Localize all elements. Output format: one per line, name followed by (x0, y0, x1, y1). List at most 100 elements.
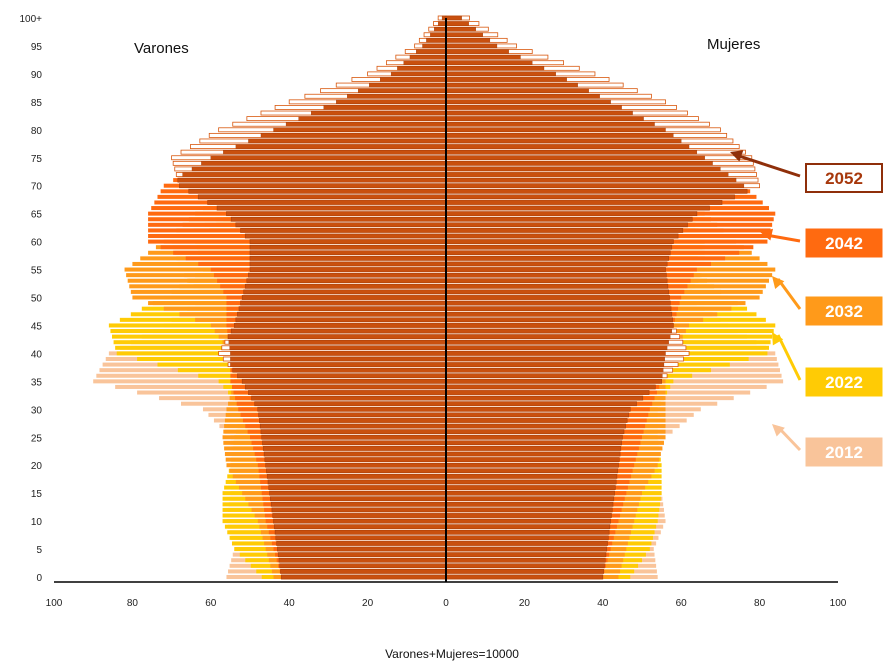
bar-mujeres-2052-core-age-39 (445, 356, 665, 362)
bar-varones-2052-core-age-57 (249, 256, 447, 261)
mujeres-label: Mujeres (707, 36, 760, 53)
bar-varones-2052-core-age-28 (259, 418, 447, 423)
bar-varones-2052-core-age-5 (277, 546, 447, 552)
bar-varones-2052-core-age-19 (266, 468, 447, 473)
bar-mujeres-2052-core-age-79 (445, 133, 674, 138)
bar-varones-2052-core-age-45 (234, 323, 447, 328)
bar-mujeres-2052-core-age-19 (445, 468, 618, 473)
bar-varones-2052-core-age-23 (263, 446, 447, 451)
bar-mujeres-2052-core-age-77 (445, 144, 690, 149)
y-tick-label: 5 (36, 545, 42, 556)
bar-varones-2052-core-age-70 (179, 183, 447, 188)
bar-varones-2052-core-age-73 (191, 166, 447, 172)
bar-varones-2052-core-age-80 (273, 127, 447, 132)
bar-varones-2052-core-age-8 (274, 530, 447, 535)
bar-varones-2052-core-age-83 (311, 110, 447, 116)
bar-mujeres-2052-core-age-4 (445, 552, 607, 557)
bar-varones-2052-core-age-99 (438, 21, 447, 26)
bar-varones-2052-core-age-66 (216, 205, 447, 211)
bar-mujeres-2052-core-age-54 (445, 272, 667, 278)
bar-mujeres-2052-core-age-94 (445, 49, 509, 54)
bar-varones-2052-core-age-3 (278, 558, 447, 563)
bar-varones-2052-core-age-35 (242, 379, 447, 384)
bar-mujeres-2052-core-age-61 (445, 233, 679, 239)
bar-mujeres-2052-core-age-78 (445, 138, 682, 144)
bar-varones-2052-core-age-54 (248, 272, 447, 278)
bar-varones-2052-core-age-26 (260, 429, 447, 434)
bar-mujeres-2052-core-age-69 (445, 189, 748, 194)
y-tick-label: 30 (31, 405, 43, 416)
bar-varones-2052-core-age-89 (379, 77, 447, 82)
bar-mujeres-2052-core-age-27 (445, 423, 626, 429)
bar-mujeres-2052-core-age-40 (445, 351, 666, 356)
bar-varones-2052-core-age-13 (271, 502, 447, 507)
bars-layer (93, 15, 784, 580)
varones-label: Varones (134, 40, 189, 57)
legend-label-2012: 2012 (825, 443, 863, 462)
bar-mujeres-2052-core-age-50 (445, 295, 670, 300)
legend-box-2052 (805, 163, 883, 193)
legend: 2052 2042 2032 2022 2012 (730, 150, 883, 467)
bar-mujeres-2052-core-age-14 (445, 496, 614, 501)
y-tick-label: 90 (31, 70, 43, 81)
x-tick-label: 0 (443, 598, 449, 609)
bar-mujeres-2052-core-age-34 (445, 384, 656, 390)
bar-varones-2052-core-age-15 (269, 490, 447, 496)
bar-mujeres-2052-core-age-51 (445, 289, 669, 295)
bar-varones-2052-core-age-39 (230, 356, 447, 362)
bar-mujeres-2052-core-age-10 (445, 518, 611, 524)
y-tick-label: 55 (31, 266, 43, 277)
bar-varones-2052-core-age-95 (422, 43, 447, 49)
bar-varones-2052-core-age-61 (245, 233, 447, 239)
y-tick-label: 10 (31, 517, 43, 528)
bar-varones-2052-core-age-20 (265, 463, 447, 468)
bar-varones-2052-core-age-24 (262, 440, 447, 446)
legend-arrow-2052 (735, 153, 801, 178)
y-tick-label: 70 (31, 182, 43, 193)
bar-mujeres-2052-core-age-65 (445, 211, 698, 216)
bar-mujeres-2052-core-age-80 (445, 127, 666, 132)
legend-box-2042 (805, 228, 883, 258)
bar-mujeres-2052-core-age-42 (445, 340, 669, 345)
bar-mujeres-2052-core-age-30 (445, 407, 631, 412)
bar-mujeres-2052-core-age-28 (445, 418, 628, 423)
bar-varones-2052-core-age-29 (258, 412, 447, 418)
bar-mujeres-2052-core-age-98 (445, 27, 476, 32)
bar-mujeres-2052-core-age-49 (445, 300, 671, 306)
bar-varones-2052-core-age-58 (249, 250, 447, 255)
legend-item-2032: 2032 (772, 276, 883, 326)
bar-varones-2052-core-age-0 (281, 574, 447, 580)
bar-varones-2052-core-age-86 (347, 94, 447, 99)
legend-label-2042: 2042 (825, 234, 863, 253)
bar-varones-2052-core-age-18 (267, 474, 447, 479)
axes-layer (54, 18, 838, 583)
bar-varones-2052-core-age-52 (245, 284, 447, 289)
bar-varones-2052-core-age-43 (227, 334, 447, 339)
bar-mujeres-2052-core-age-44 (445, 328, 672, 334)
bar-varones-2052-core-age-16 (268, 485, 447, 490)
bar-varones-2052-core-age-37 (232, 368, 447, 373)
x-tick-label: 20 (362, 598, 374, 609)
bar-varones-2052-core-age-60 (249, 239, 447, 244)
bar-mujeres-2052-core-age-75 (445, 155, 705, 160)
bar-varones-2052-core-age-71 (177, 177, 447, 183)
bar-varones-2052-core-age-74 (201, 161, 447, 166)
y-tick-label: 35 (31, 377, 43, 388)
bar-mujeres-2052-core-age-100 (445, 15, 462, 21)
bar-mujeres-2052-core-age-68 (445, 194, 735, 200)
y-tick-label: 15 (31, 489, 43, 500)
bar-varones-2052-core-age-55 (249, 267, 447, 272)
bar-mujeres-2052-core-age-57 (445, 256, 669, 261)
bar-mujeres-2052-core-age-84 (445, 105, 622, 110)
bar-mujeres-2052-core-age-26 (445, 429, 625, 434)
bar-mujeres-2052-core-age-13 (445, 502, 614, 507)
bar-varones-2052-core-age-47 (237, 312, 447, 317)
legend-label-2022: 2022 (825, 373, 863, 392)
bar-mujeres-2052-core-age-35 (445, 379, 662, 384)
bar-mujeres-2052-core-age-2 (445, 563, 605, 568)
bar-mujeres-2052-core-age-88 (445, 82, 578, 88)
bar-varones-2052-core-age-67 (207, 200, 447, 205)
bar-mujeres-2052-core-age-72 (445, 172, 729, 177)
legend-arrow-2042 (765, 233, 801, 243)
